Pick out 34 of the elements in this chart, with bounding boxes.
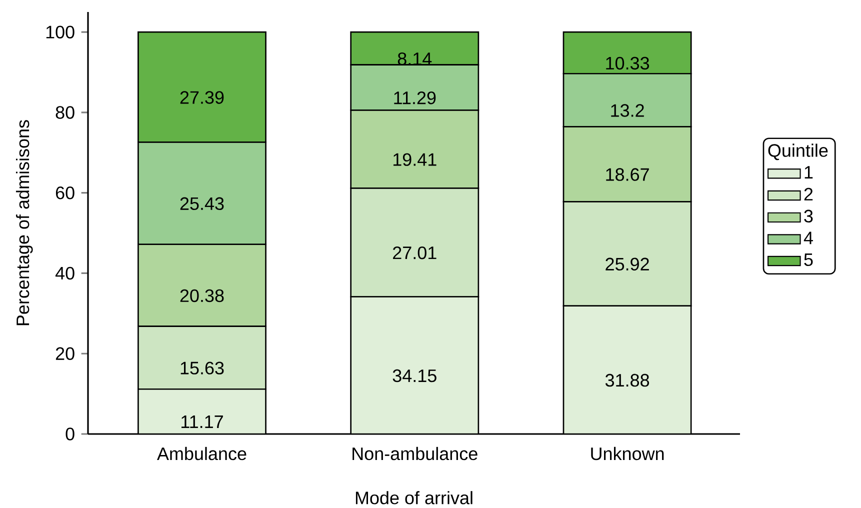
data-label: 11.29 [394,92,436,104]
x-tick-label: Unknown [591,446,664,460]
data-label: 25.43 [180,197,224,210]
data-label: 31.88 [605,374,650,387]
y-tick-label: 40 [55,266,74,280]
x-tick-label: Non-ambulance [352,446,478,460]
y-tick-label: 20 [56,347,74,360]
legend-label: 1 [804,166,813,178]
data-label: 15.63 [180,362,224,374]
bar [562,305,692,434]
bar [138,388,266,434]
data-label: 27.01 [393,246,436,260]
data-label: 11.17 [182,416,223,428]
bar [350,296,480,434]
legend-title: Quintile [768,144,828,160]
data-label: 13.2 [611,104,644,117]
y-axis-title: Percentage of admisisons [16,120,33,326]
legend-label: 2 [804,188,813,200]
legend-label: 4 [804,232,813,244]
legend-label: 3 [804,210,813,223]
data-label: 18.67 [606,168,649,181]
y-tick-label: 0 [66,428,74,440]
data-label: 25.92 [606,258,649,271]
y-tick-label: 100 [46,26,74,38]
x-tick-label: Ambulance [157,446,246,460]
y-tick-label: 60 [56,186,74,200]
data-label: 10.33 [606,56,650,70]
data-label: 20.38 [180,289,224,302]
data-label: 19.41 [393,153,436,166]
data-label: 34.15 [392,369,436,382]
y-tick-label: 80 [56,106,74,119]
data-label: 27.39 [180,91,224,104]
legend-label: 5 [804,253,813,266]
x-axis-title: Mode of arrival [356,491,472,504]
